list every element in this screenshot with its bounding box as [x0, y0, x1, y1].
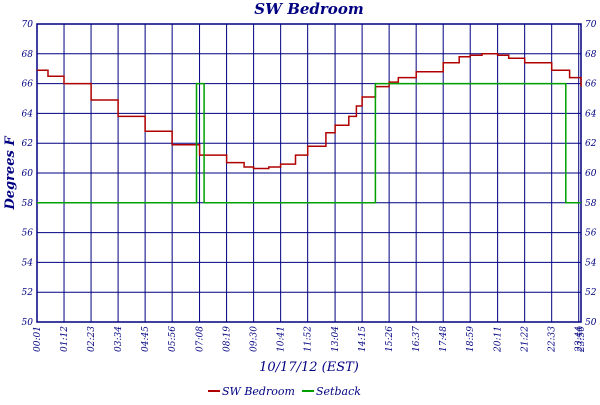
y-tick-label: 66 — [22, 80, 34, 90]
x-tick-label: 00:01 — [33, 326, 43, 352]
x-tick-label: 15:26 — [385, 326, 395, 352]
chart-title: SW Bedroom — [254, 0, 363, 18]
x-tick-labels: 00:01 01:12 02:23 03:34 04:45 05:56 07:08 08:19… — [33, 326, 587, 353]
x-tick-label: 01:12 — [60, 326, 70, 352]
y-tick-labels-left: 50 52 54 56 58 60 62 64 66 68 70 — [22, 20, 34, 328]
y-tick-label: 56 — [22, 229, 34, 239]
y-axis-label: Degrees F — [3, 136, 18, 211]
y-tick-label-right: 56 — [585, 229, 597, 239]
x-tick-label: 08:19 — [223, 326, 233, 352]
x-tick-label: 22:33 — [548, 326, 558, 353]
x-tick-label: 23:44 — [575, 326, 585, 353]
y-tick-label: 64 — [22, 109, 34, 119]
x-tick-label: 11:52 — [304, 326, 314, 352]
legend-label: Setback — [316, 385, 361, 398]
x-tick-label: 10:41 — [277, 326, 287, 352]
legend-label: SW Bedroom — [222, 385, 295, 398]
x-tick-label: 14:15 — [358, 326, 368, 352]
y-tick-label-right: 70 — [585, 20, 597, 30]
grid — [36, 23, 582, 323]
y-tick-label-right: 54 — [585, 258, 597, 268]
x-tick-label: 05:56 — [168, 326, 178, 352]
y-tick-label-right: 50 — [585, 318, 597, 328]
y-tick-label: 70 — [22, 20, 34, 30]
series-layer — [37, 53, 582, 204]
series-line-setback — [37, 82, 581, 204]
x-tick-label: 18:59 — [466, 326, 476, 352]
y-tick-label-right: 66 — [585, 80, 597, 90]
x-tick-label: 17:48 — [439, 326, 449, 352]
series-line-sw-bedroom — [37, 53, 582, 170]
plot-frame — [36, 23, 582, 323]
y-tick-label-right: 58 — [585, 199, 597, 209]
y-tick-label-right: 64 — [585, 109, 597, 119]
y-tick-label: 50 — [22, 318, 34, 328]
y-tick-label: 52 — [22, 288, 34, 298]
y-tick-label: 58 — [22, 199, 34, 209]
x-axis-label: 10/17/12 (EST) — [259, 360, 359, 375]
x-tick-label: 16:37 — [412, 326, 422, 352]
y-tick-label-right: 60 — [585, 169, 597, 179]
y-tick-label: 68 — [22, 50, 34, 60]
x-tick-label: 23:50 — [577, 326, 587, 353]
x-tick-label: 04:45 — [141, 326, 151, 352]
y-tick-labels-right: 50 52 54 56 58 60 62 64 66 68 70 — [585, 20, 597, 328]
x-tick-label: 21:22 — [521, 326, 531, 353]
x-tick-label: 07:08 — [196, 326, 206, 352]
y-tick-label: 62 — [22, 139, 34, 149]
y-tick-label-right: 68 — [585, 50, 597, 60]
x-tick-label: 09:30 — [250, 326, 260, 352]
y-tick-label-right: 62 — [585, 139, 597, 149]
y-tick-label-right: 52 — [585, 288, 597, 298]
x-tick-label: 02:23 — [87, 326, 97, 352]
x-tick-label: 03:34 — [114, 326, 124, 352]
y-tick-label: 60 — [22, 169, 34, 179]
y-tick-label: 54 — [22, 258, 34, 268]
x-tick-label: 20:11 — [494, 326, 504, 353]
legend: SW Bedroom Setback — [208, 385, 361, 398]
x-tick-label: 13:04 — [331, 326, 341, 352]
